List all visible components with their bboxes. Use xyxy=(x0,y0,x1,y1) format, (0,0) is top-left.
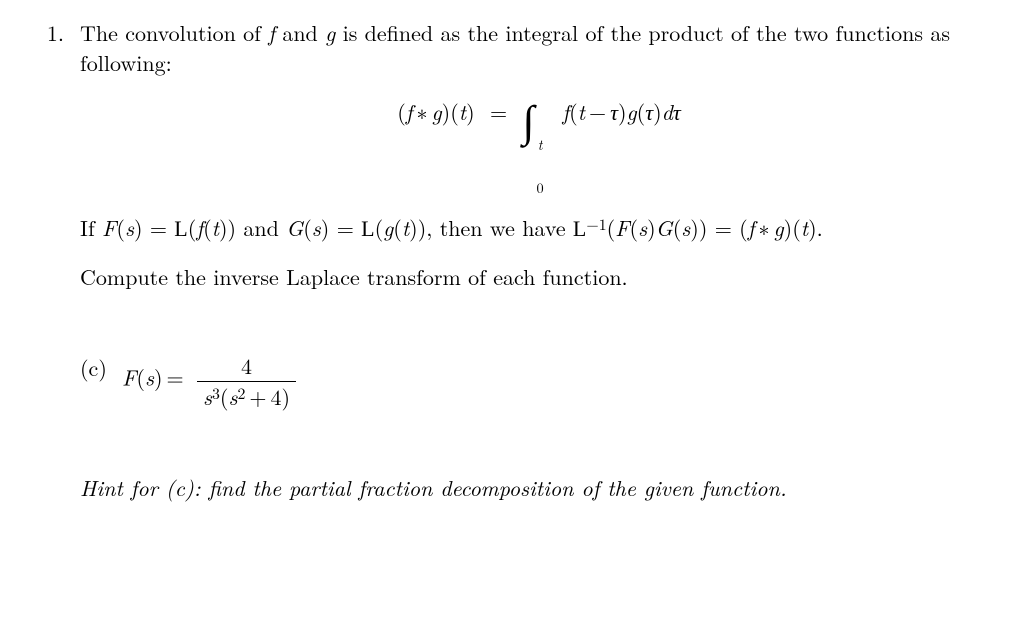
problem-1: 1. The convolution of f and g is defined… xyxy=(24,18,998,511)
intro-text-pre: The convolution of xyxy=(80,17,268,48)
display-equation-convolution: (f∗g)(t) = ∫t0 f(t−τ)g(τ)dτ xyxy=(80,97,998,195)
intro-paragraph: The convolution of f and g is defined as… xyxy=(80,18,998,77)
problem-number: 1. xyxy=(24,18,70,511)
hint-line: Hint for (c): find the partial fraction … xyxy=(80,473,998,503)
instruction-line: Compute the inverse Laplace transform of… xyxy=(80,262,998,292)
fraction-denominator: s3(s2+4) xyxy=(197,381,296,409)
integral-limits: t0 xyxy=(537,138,544,195)
problem-body: The convolution of f and g is defined as… xyxy=(70,18,998,511)
page-root: 1. The convolution of f and g is defined… xyxy=(0,0,1022,638)
part-c-label: (c) xyxy=(80,353,122,409)
then-text: , then we have xyxy=(426,212,573,243)
part-c: (c) F(s)= 4 s3(s2+4) xyxy=(80,353,998,409)
if-text: If xyxy=(80,212,102,243)
and-text: and xyxy=(236,212,286,243)
fraction-numerator: 4 xyxy=(197,353,296,380)
fraction: 4 s3(s2+4) xyxy=(197,353,296,409)
vertical-spacer-1 xyxy=(80,299,998,353)
vertical-spacer-2 xyxy=(80,409,998,473)
part-c-body: F(s)= 4 s3(s2+4) xyxy=(122,353,998,409)
intro-and: and xyxy=(275,17,325,48)
theorem-line: If F(s) = L(f(t)) and G(s) = L(g(t)), th… xyxy=(80,213,998,244)
